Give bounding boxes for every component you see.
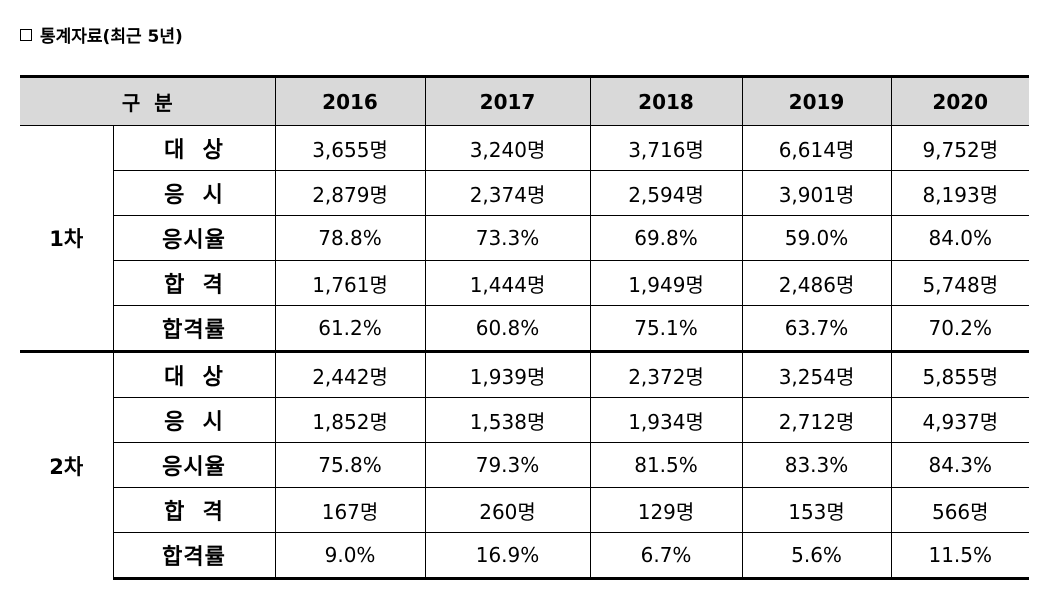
table-cell: 4,937명 (890, 397, 1030, 443)
table-cell: 167명 (274, 487, 426, 533)
table-row: 합격률 9.0% 16.9% 6.7% 5.6% 11.5% (20, 532, 1030, 580)
table-cell: 84.3% (890, 442, 1030, 488)
table-cell: 2,374명 (424, 170, 591, 216)
table-cell: 78.8% (274, 215, 426, 261)
table-cell: 2,594명 (589, 170, 743, 216)
table-cell: 2,372명 (589, 350, 743, 398)
table-cell: 69.8% (589, 215, 743, 261)
table-row: 응 시 2,879명 2,374명 2,594명 3,901명 8,193명 (20, 170, 1030, 216)
table-cell: 260명 (424, 487, 591, 533)
table-row: 합격률 61.2% 60.8% 75.1% 63.7% 70.2% (20, 305, 1030, 352)
header-year: 2016 (274, 75, 426, 126)
table-cell: 6.7% (589, 532, 743, 580)
table-cell: 6,614명 (741, 125, 892, 171)
table-cell: 75.1% (589, 305, 743, 352)
row-label: 응 시 (112, 397, 276, 443)
table-row: 응 시 1,852명 1,538명 1,934명 2,712명 4,937명 (20, 397, 1030, 443)
section-label: 1차 (20, 125, 113, 352)
row-label: 합격률 (112, 532, 276, 580)
table-cell: 8,193명 (890, 170, 1030, 216)
row-label: 합격률 (112, 305, 276, 352)
header-category: 구 분 (20, 75, 276, 126)
row-label: 응시율 (112, 442, 276, 488)
table-cell: 1,939명 (424, 350, 591, 398)
table-cell: 1,852명 (274, 397, 426, 443)
table-cell: 1,934명 (589, 397, 743, 443)
table-row: 응시율 75.8% 79.3% 81.5% 83.3% 84.3% (20, 442, 1030, 488)
table-cell: 5.6% (741, 532, 892, 580)
table-cell: 2,442명 (274, 350, 426, 398)
table-cell: 129명 (589, 487, 743, 533)
row-label: 대 상 (112, 125, 276, 171)
table-cell: 2,486명 (741, 260, 892, 306)
table-cell: 3,716명 (589, 125, 743, 171)
table-cell: 1,949명 (589, 260, 743, 306)
table-cell: 3,240명 (424, 125, 591, 171)
table-row: 합 격 1,761명 1,444명 1,949명 2,486명 5,748명 (20, 260, 1030, 306)
table-cell: 9.0% (274, 532, 426, 580)
table-cell: 79.3% (424, 442, 591, 488)
table-cell: 2,712명 (741, 397, 892, 443)
table-cell: 1,538명 (424, 397, 591, 443)
table-cell: 153명 (741, 487, 892, 533)
table-cell: 2,879명 (274, 170, 426, 216)
table-cell: 63.7% (741, 305, 892, 352)
table-cell: 83.3% (741, 442, 892, 488)
table-cell: 5,855명 (890, 350, 1030, 398)
table-cell: 3,254명 (741, 350, 892, 398)
table-row: 1차 대 상 3,655명 3,240명 3,716명 6,614명 9,752… (20, 125, 1030, 352)
table-cell: 3,655명 (274, 125, 426, 171)
header-row: 구 분 2016 2017 2018 2019 2020 (20, 75, 1030, 126)
table-cell: 81.5% (589, 442, 743, 488)
table-cell: 60.8% (424, 305, 591, 352)
table-cell: 73.3% (424, 215, 591, 261)
table-row: 응시율 78.8% 73.3% 69.8% 59.0% 84.0% (20, 215, 1030, 261)
header-year: 2018 (589, 75, 743, 126)
table-cell: 75.8% (274, 442, 426, 488)
table-row: 합 격 167명 260명 129명 153명 566명 (20, 487, 1030, 533)
table-row: 2차 대 상 2,442명 1,939명 2,372명 3,254명 5,855… (20, 350, 1030, 579)
page-title-text: 통계자료(최근 5년) (40, 27, 183, 47)
header-year: 2019 (741, 75, 892, 126)
header-year: 2020 (890, 75, 1030, 126)
table-cell: 3,901명 (741, 170, 892, 216)
section-2: 2차 대 상 2,442명 1,939명 2,372명 3,254명 5,855… (20, 350, 1030, 580)
table-cell: 11.5% (890, 532, 1030, 580)
row-label: 합 격 (112, 260, 276, 306)
table-cell: 59.0% (741, 215, 892, 261)
statistics-table: 구 분 2016 2017 2018 2019 2020 1차 대 상 3,65… (20, 75, 1030, 580)
table-cell: 16.9% (424, 532, 591, 580)
section-1: 1차 대 상 3,655명 3,240명 3,716명 6,614명 9,752… (20, 125, 1030, 352)
section-label: 2차 (20, 350, 113, 579)
header-year: 2017 (424, 75, 591, 126)
page-title: 통계자료(최근 5년) (20, 22, 183, 47)
table-cell: 1,444명 (424, 260, 591, 306)
row-label: 응시율 (112, 215, 276, 261)
table-cell: 70.2% (890, 305, 1030, 352)
table-cell: 9,752명 (890, 125, 1030, 171)
table-cell: 61.2% (274, 305, 426, 352)
row-label: 합 격 (112, 487, 276, 533)
row-label: 대 상 (112, 350, 276, 398)
table-cell: 566명 (890, 487, 1030, 533)
table-cell: 84.0% (890, 215, 1030, 261)
table-cell: 5,748명 (890, 260, 1030, 306)
row-label: 응 시 (112, 170, 276, 216)
checkbox-icon (20, 28, 32, 41)
table-cell: 1,761명 (274, 260, 426, 306)
